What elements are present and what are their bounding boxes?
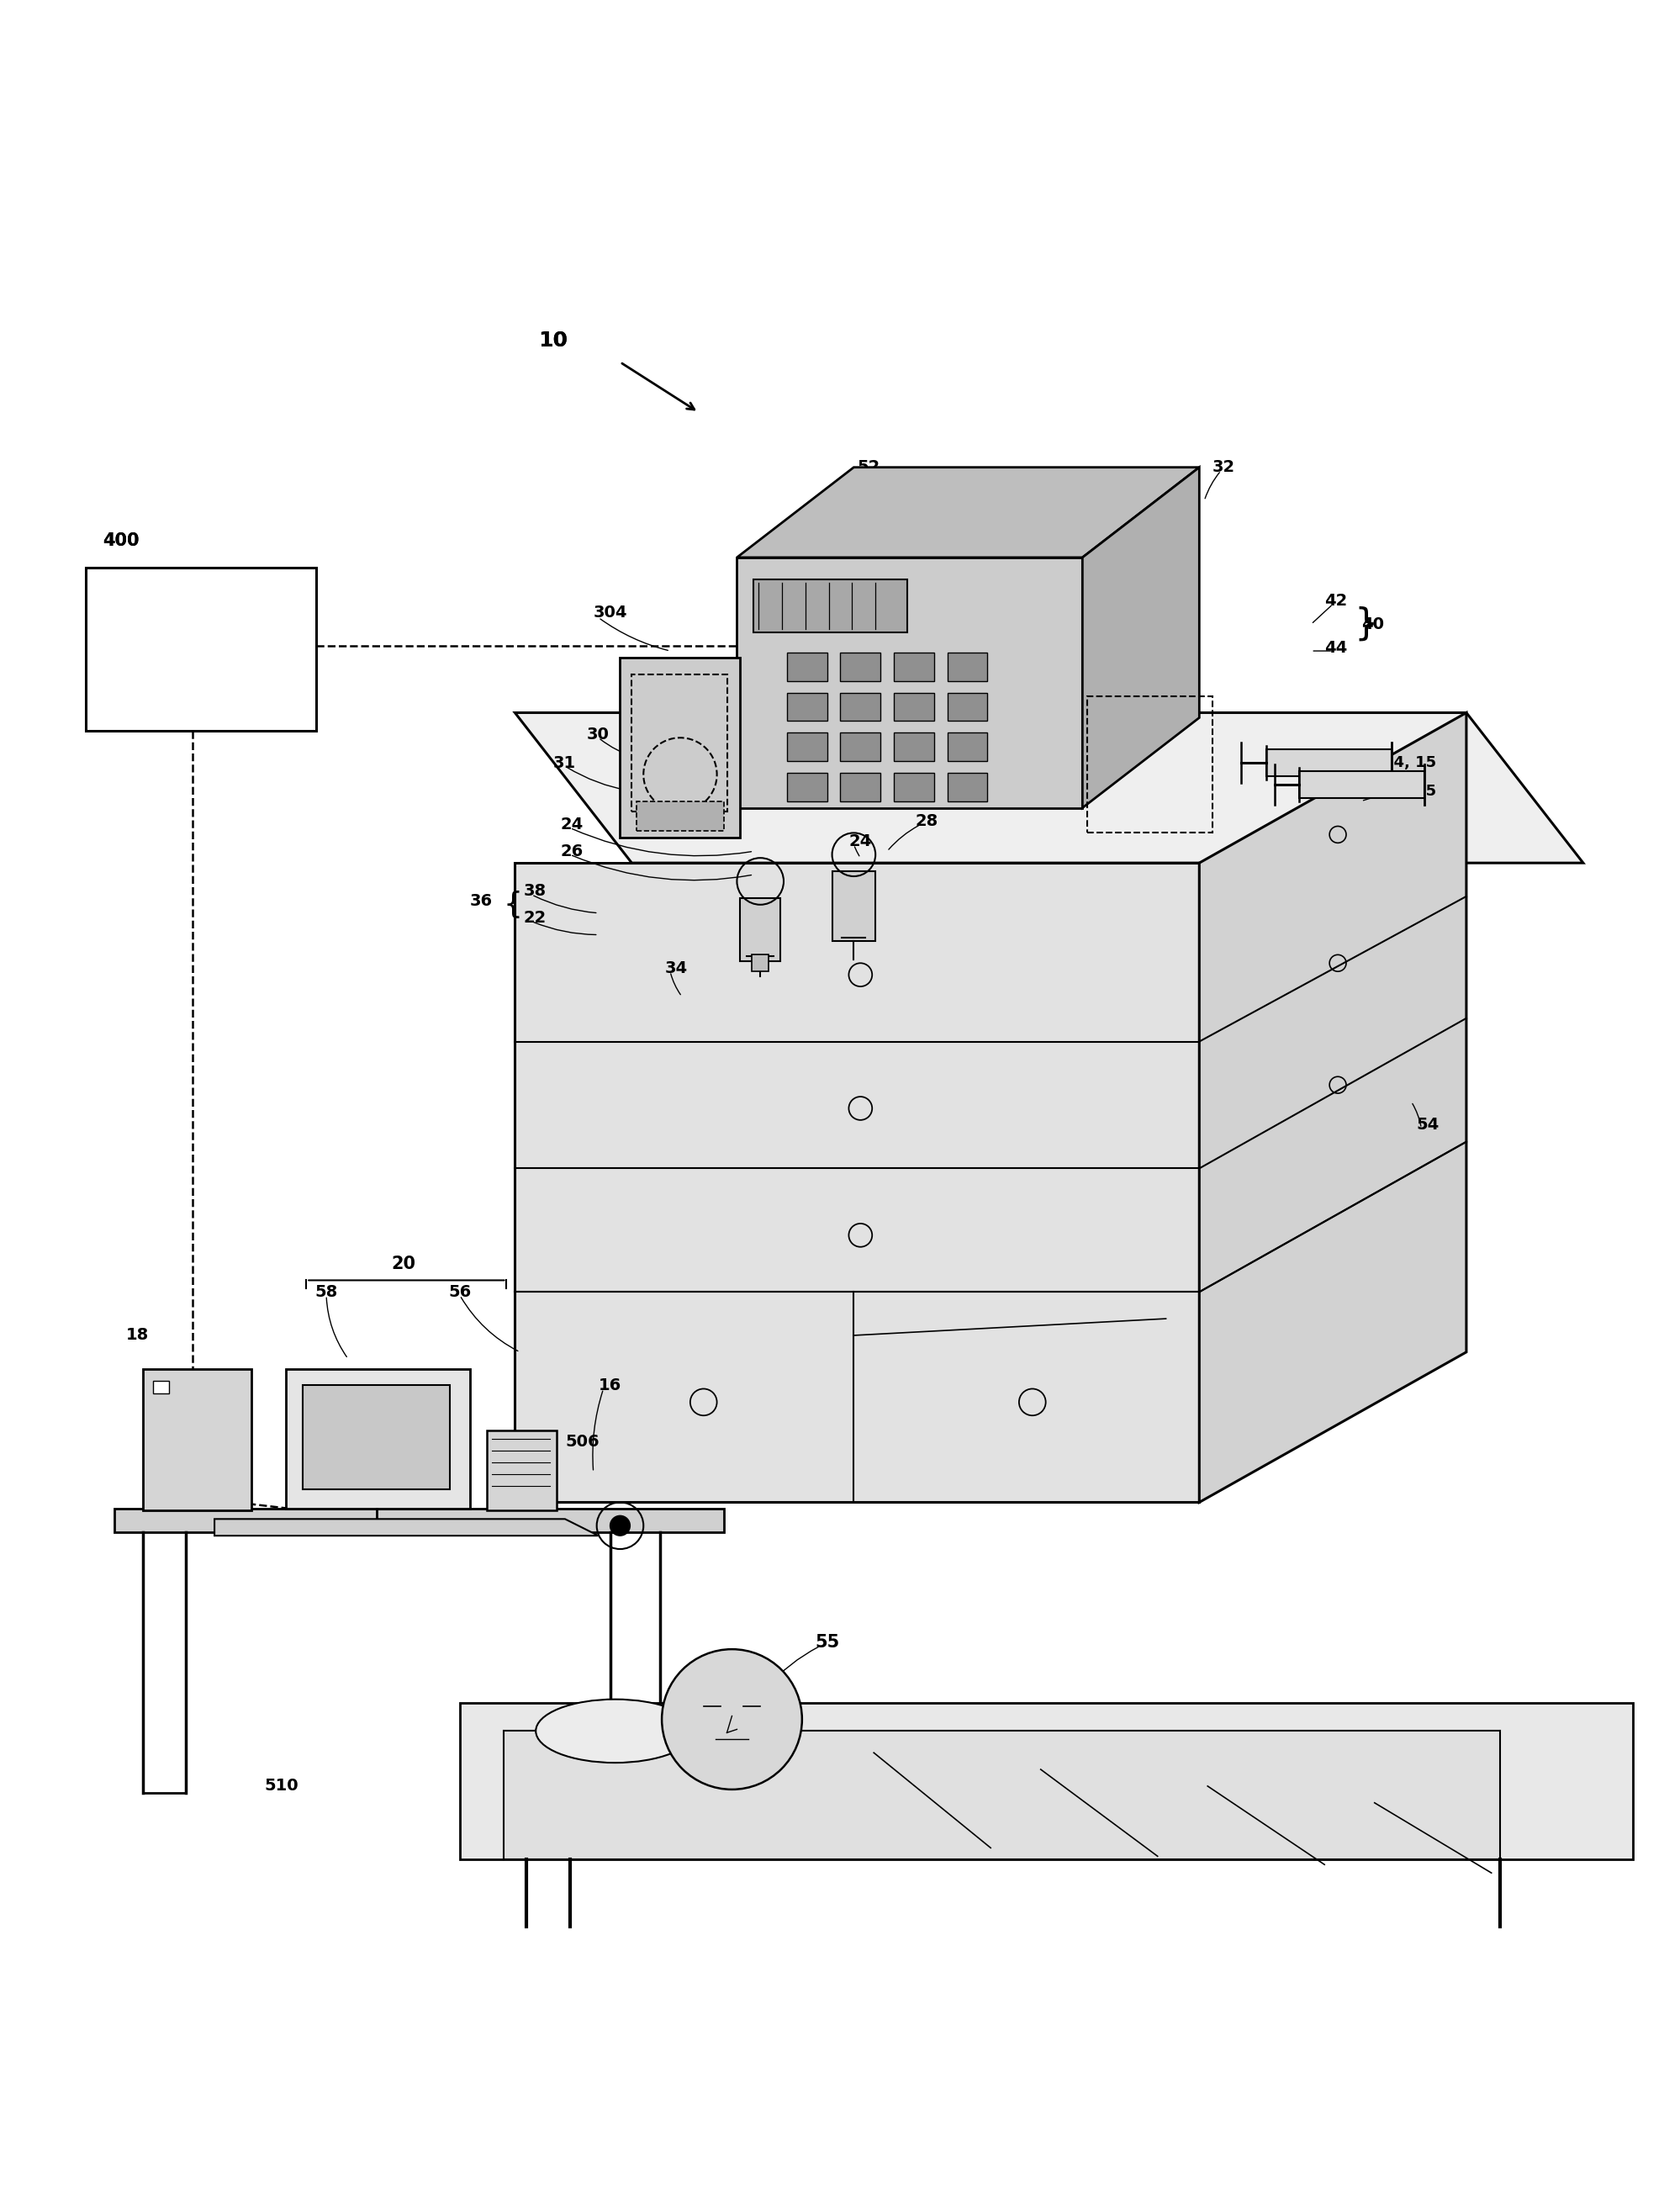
- Bar: [840, 774, 880, 802]
- Bar: [840, 692, 880, 720]
- Text: 55: 55: [815, 1633, 840, 1651]
- Polygon shape: [502, 1730, 1499, 1859]
- Bar: [739, 897, 780, 961]
- Text: 14, 15: 14, 15: [1383, 785, 1435, 798]
- Bar: [840, 734, 880, 760]
- Text: 48: 48: [1174, 482, 1196, 499]
- Bar: [114, 1509, 722, 1532]
- Polygon shape: [514, 712, 1583, 862]
- Bar: [486, 1430, 556, 1512]
- Bar: [637, 802, 722, 831]
- Text: 400: 400: [102, 533, 139, 548]
- Bar: [153, 1381, 170, 1395]
- Text: 58: 58: [314, 1284, 338, 1299]
- Bar: [1299, 771, 1425, 798]
- Text: 20: 20: [391, 1255, 415, 1273]
- Text: 24: 24: [848, 833, 872, 849]
- Bar: [840, 652, 880, 681]
- Text: 36: 36: [470, 893, 492, 908]
- Text: 26: 26: [559, 844, 583, 860]
- Bar: [786, 734, 827, 760]
- Text: 10: 10: [538, 329, 568, 351]
- Polygon shape: [460, 1702, 1633, 1859]
- Bar: [894, 692, 934, 720]
- Text: 34: 34: [665, 959, 687, 977]
- Text: 42: 42: [1324, 592, 1347, 608]
- Bar: [948, 734, 986, 760]
- Text: 22: 22: [522, 911, 546, 926]
- Text: 50: 50: [1048, 495, 1072, 513]
- Text: 31: 31: [553, 756, 576, 771]
- Bar: [786, 652, 827, 681]
- Bar: [894, 774, 934, 802]
- Polygon shape: [286, 1368, 470, 1509]
- Text: 54: 54: [1416, 1116, 1438, 1134]
- Text: 400: 400: [102, 533, 139, 548]
- Text: 12: 12: [959, 482, 983, 499]
- Text: 304: 304: [593, 606, 627, 621]
- Text: {: {: [502, 891, 522, 919]
- Polygon shape: [1200, 712, 1465, 1503]
- Text: 510: 510: [264, 1779, 299, 1795]
- Text: 46: 46: [1137, 482, 1159, 499]
- Text: 10: 10: [538, 329, 568, 351]
- Bar: [832, 871, 875, 941]
- Bar: [1087, 696, 1211, 833]
- Ellipse shape: [536, 1699, 694, 1764]
- Bar: [948, 692, 986, 720]
- Bar: [143, 1368, 250, 1512]
- Polygon shape: [215, 1518, 598, 1536]
- Text: 44: 44: [1324, 639, 1347, 656]
- Text: 56: 56: [449, 1284, 470, 1299]
- Text: 16: 16: [598, 1377, 622, 1395]
- Bar: [786, 692, 827, 720]
- Polygon shape: [1082, 466, 1200, 809]
- Bar: [786, 774, 827, 802]
- Bar: [751, 955, 768, 972]
- Text: }: }: [1354, 606, 1378, 643]
- Bar: [620, 659, 739, 838]
- Text: 30: 30: [586, 727, 610, 743]
- Text: 28: 28: [916, 813, 937, 829]
- Bar: [948, 652, 986, 681]
- Text: 52: 52: [857, 460, 880, 475]
- Text: 38: 38: [522, 884, 546, 899]
- Polygon shape: [736, 466, 1200, 557]
- Polygon shape: [514, 862, 1200, 1503]
- Text: 32: 32: [1211, 460, 1235, 475]
- Bar: [302, 1386, 450, 1490]
- Bar: [894, 734, 934, 760]
- Circle shape: [610, 1516, 630, 1536]
- Text: 506: 506: [564, 1434, 598, 1450]
- Bar: [753, 579, 907, 632]
- Circle shape: [662, 1649, 801, 1790]
- Bar: [632, 674, 726, 811]
- Bar: [1265, 749, 1391, 776]
- Polygon shape: [736, 557, 1082, 809]
- Text: 18: 18: [126, 1328, 150, 1344]
- Text: 24: 24: [559, 815, 583, 833]
- Bar: [894, 652, 934, 681]
- Bar: [948, 774, 986, 802]
- Text: 14, 15: 14, 15: [1383, 756, 1435, 771]
- Bar: [86, 568, 316, 732]
- Text: 40: 40: [1361, 617, 1383, 632]
